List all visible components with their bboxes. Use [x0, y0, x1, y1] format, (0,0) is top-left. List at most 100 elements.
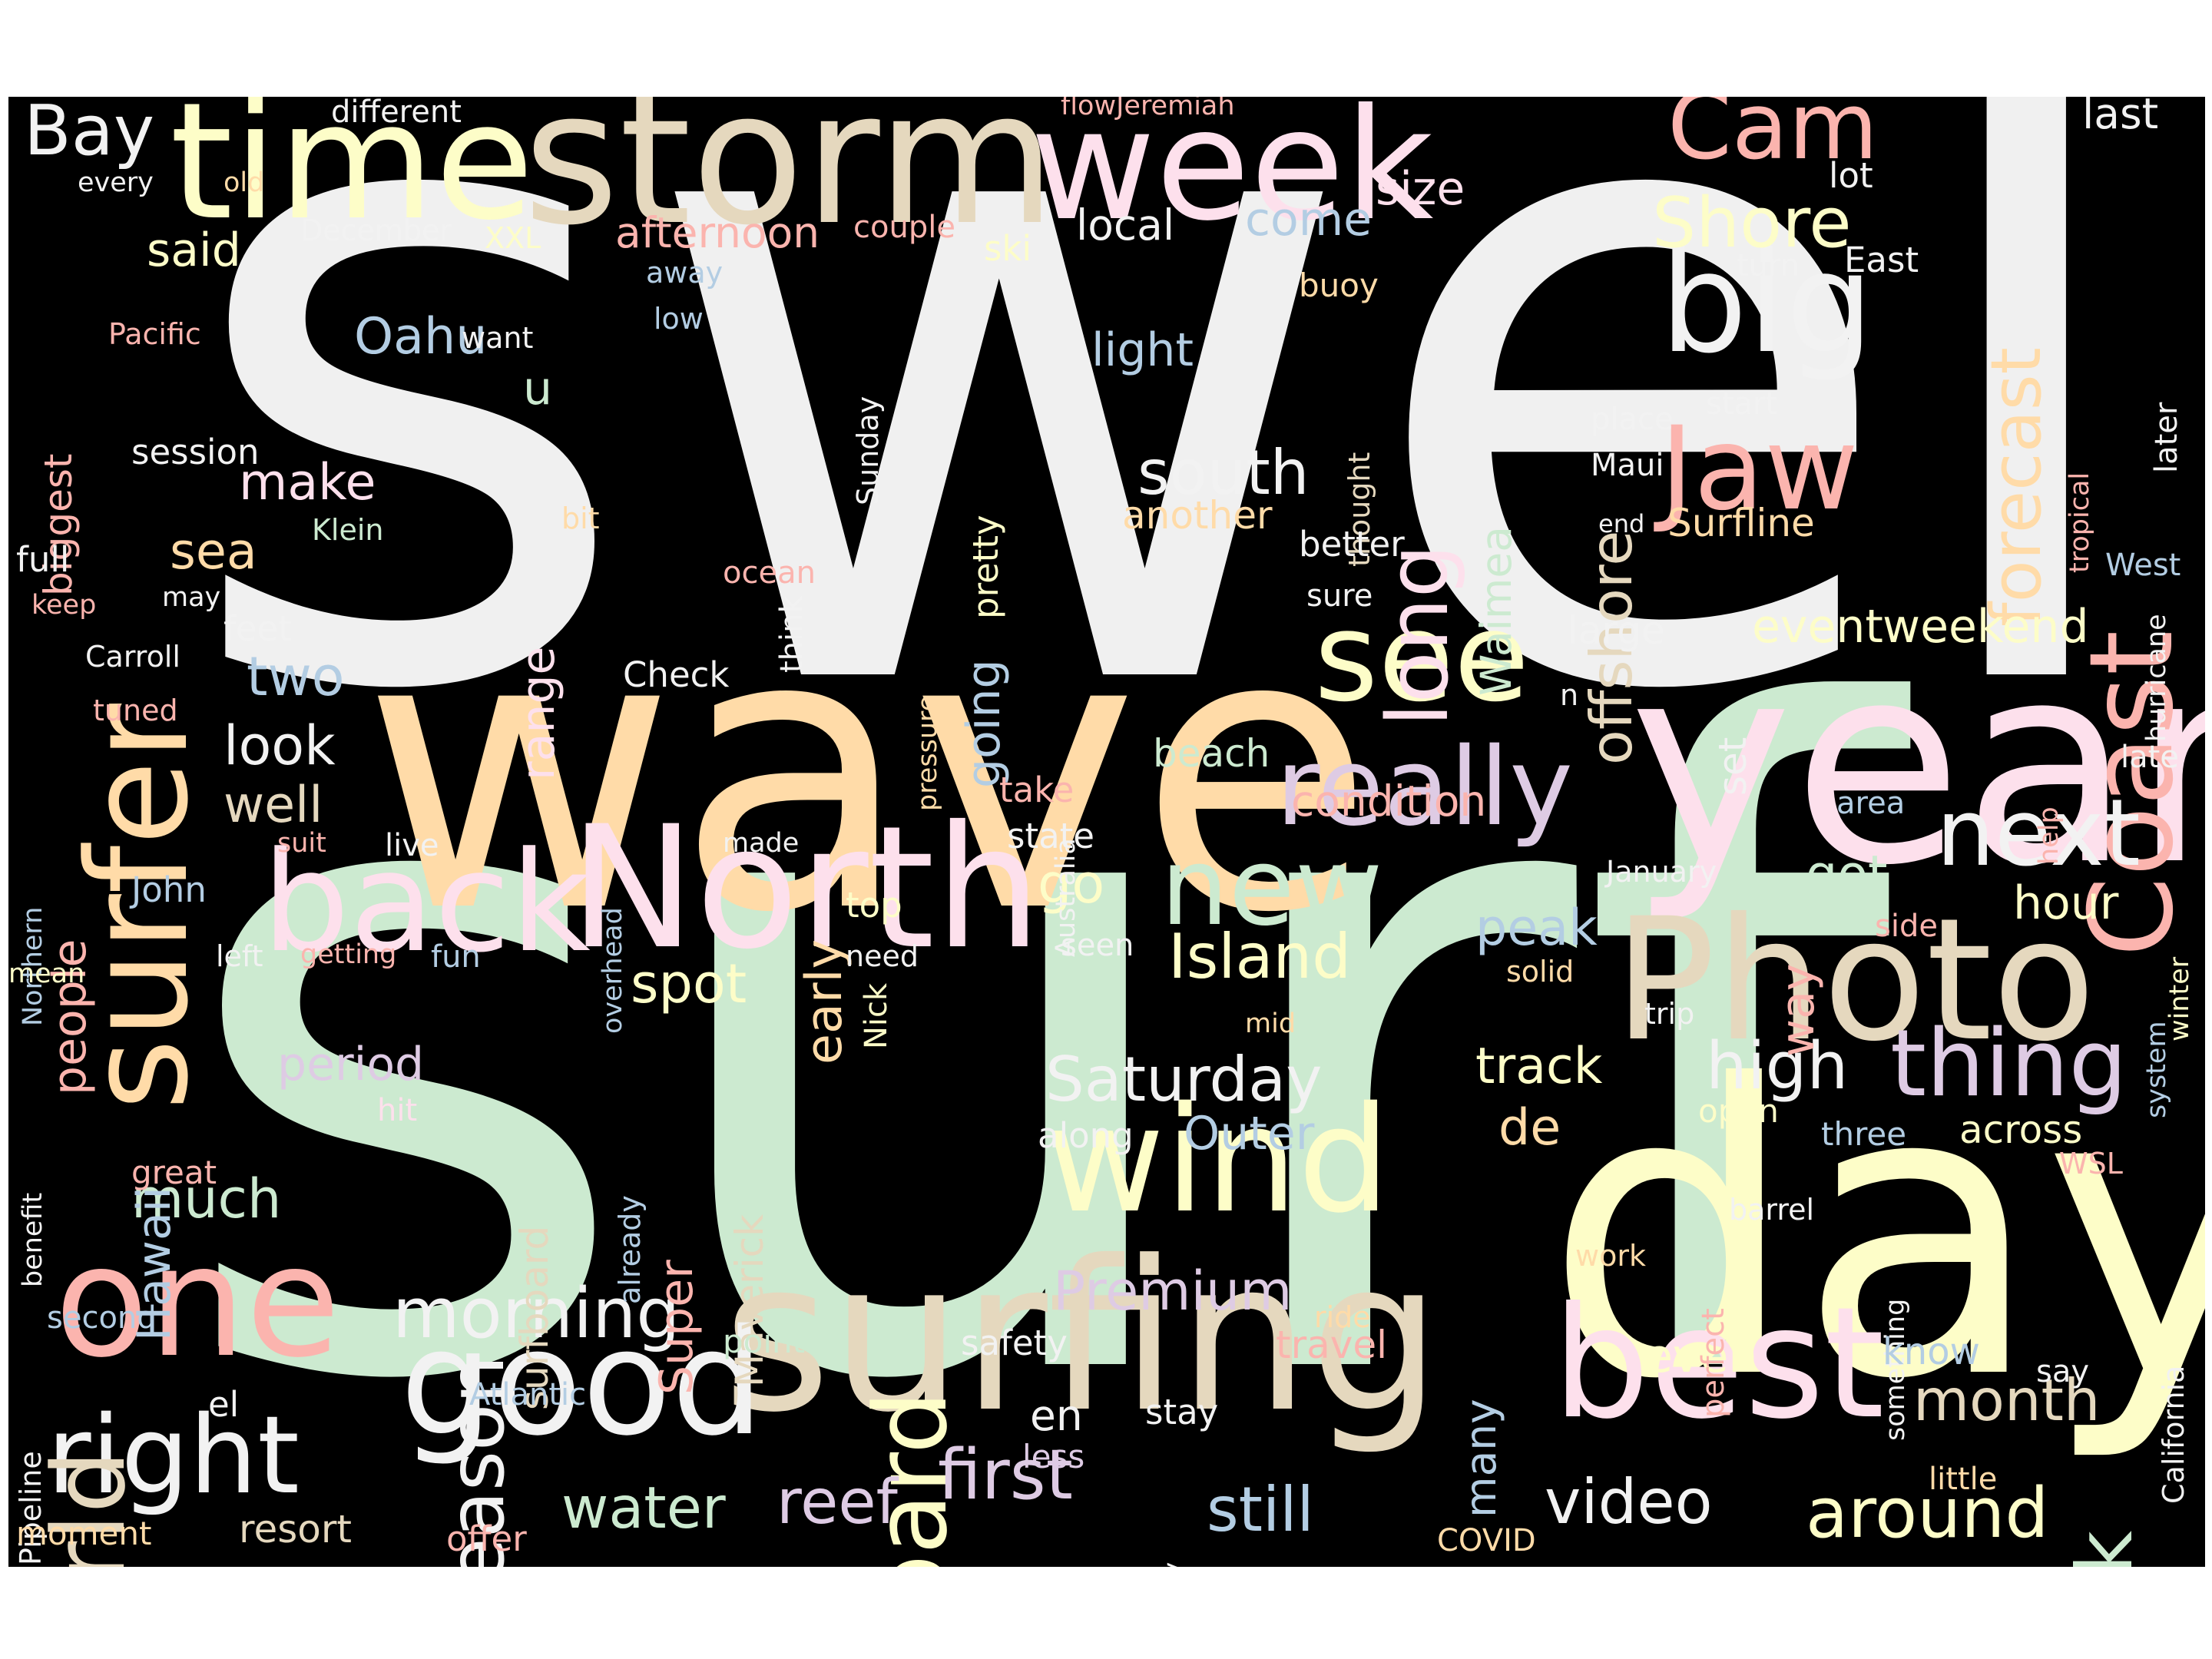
cloud-word-range: range [512, 646, 565, 780]
cloud-word-surf: surf [170, 530, 1894, 1567]
cloud-word-well: well [224, 777, 323, 834]
cloud-word-think: think [774, 595, 810, 673]
cloud-word-de: de [1498, 1099, 1561, 1157]
cloud-word-size: size [1376, 162, 1465, 216]
cloud-word-wsl: WSL [2059, 1147, 2123, 1181]
cloud-word-turn: turn [1737, 248, 1800, 283]
cloud-word-spot: spot [631, 952, 747, 1015]
cloud-word-mean: mean [8, 959, 85, 989]
cloud-word-weekend: weekend [1883, 600, 2089, 654]
cloud-word-bit: bit [561, 502, 600, 535]
cloud-word-storm: storm [523, 97, 1057, 266]
cloud-word-place: place [1591, 402, 1674, 437]
cloud-word-maverick: Maverick [727, 1214, 772, 1387]
cloud-word-state: state [1007, 816, 1094, 856]
cloud-word-mid: mid [1245, 1008, 1296, 1039]
cloud-word-ocean: ocean [723, 555, 816, 591]
cloud-word-hurricane: hurricane [2141, 614, 2172, 742]
cloud-word-stay: stay [1145, 1392, 1219, 1432]
cloud-word-west: West [2105, 548, 2181, 583]
cloud-word-work: work [1575, 1239, 1646, 1273]
cloud-word-across: across [1959, 1108, 2083, 1152]
cloud-word-break: break [2060, 1531, 2150, 1567]
cloud-word-forecast: forecast [1976, 347, 2057, 627]
cloud-word-help: help [2034, 806, 2065, 865]
cloud-word-back: back [262, 823, 591, 983]
cloud-word-buoy: buoy [1299, 267, 1379, 304]
cloud-word-hit: hit [377, 1093, 418, 1128]
cloud-word-really: really [1276, 725, 1574, 850]
cloud-word-going: going [957, 659, 1011, 788]
cloud-word-little: little [1929, 1462, 1998, 1497]
cloud-word-wind: wind [1045, 1075, 1391, 1245]
cloud-word-u: u [523, 362, 553, 416]
cloud-word-afternoon: afternoon [615, 208, 820, 257]
cloud-word-xxl: XXL [485, 221, 541, 255]
cloud-word-tuned: tuned [93, 694, 178, 727]
cloud-word-set: set [1710, 737, 1755, 796]
cloud-word-new: new [1161, 825, 1383, 950]
cloud-word-way: way [1771, 963, 1825, 1057]
word-cloud-canvas: swell surf wave year day surfing storm time week… [8, 97, 2205, 1567]
cloud-word-left: left [216, 939, 263, 973]
cloud-word-made: made [723, 828, 800, 859]
cloud-word-pacific: Pacific [108, 317, 201, 351]
cloud-word-second: second [47, 1300, 157, 1336]
cloud-word-barrel: barrel [1729, 1193, 1815, 1227]
cloud-word-sunday: Sunday [851, 396, 885, 505]
cloud-word-atlantic: Atlantic [469, 1377, 587, 1412]
cloud-word-suit: suit [277, 828, 326, 859]
cloud-word-best: best [1552, 1274, 1885, 1453]
cloud-word-open: open [1698, 1092, 1779, 1130]
cloud-word-right: right [47, 1393, 300, 1518]
cloud-word-sure: sure [1306, 578, 1373, 614]
cloud-word-said: said [147, 224, 241, 277]
cloud-word-make: make [239, 454, 376, 512]
cloud-word-away: away [646, 256, 724, 290]
cloud-word-start: start [1706, 386, 1778, 422]
cloud-word-premium: Premium [1053, 1260, 1293, 1323]
cloud-word-late: late [2121, 740, 2179, 775]
cloud-word-safety: safety [961, 1323, 1068, 1363]
cloud-word-another: another [1122, 493, 1273, 538]
cloud-word-session: session [131, 432, 260, 472]
cloud-word-still: still [1207, 1474, 1314, 1545]
cloud-word-california: California [2157, 1365, 2190, 1504]
cloud-word-local: local [1076, 200, 1175, 250]
cloud-word-large: large [1568, 608, 1665, 653]
cloud-word-top: top [846, 885, 902, 926]
cloud-word-trip: trip [1644, 997, 1695, 1031]
cloud-word-long: long [1369, 544, 1467, 727]
cloud-word-jaw: Jaw [1660, 402, 1859, 536]
cloud-word-old: old [224, 167, 265, 198]
cloud-word-photo: Photo [1614, 882, 2096, 1078]
cloud-word-say: say [2036, 1354, 2090, 1389]
cloud-word-hour: hour [2013, 876, 2119, 930]
cloud-word-three: three [1821, 1115, 1907, 1153]
cloud-word-waimea: Waimea [1472, 526, 1521, 696]
cloud-word-two: two [247, 645, 345, 708]
cloud-word-year: year [1629, 604, 2205, 926]
cloud-word-reef: reef [777, 1466, 898, 1538]
cloud-word-december: December [300, 214, 452, 247]
cloud-word-early: early [796, 939, 853, 1065]
cloud-word-maui: Maui [1591, 448, 1664, 483]
cloud-word-perfect: perfect [1696, 1308, 1731, 1418]
cloud-word-first: first [938, 1435, 1073, 1515]
cloud-word-already: already [613, 1195, 647, 1304]
cloud-word-surfline: Surfline [1667, 501, 1815, 545]
cloud-word-even: even [1644, 1330, 1758, 1383]
cloud-word-video: video [1545, 1466, 1713, 1538]
cloud-word-travel: travel [1276, 1323, 1388, 1367]
cloud-word-check: Check [623, 654, 730, 695]
cloud-word-know: know [1883, 1330, 1980, 1373]
cloud-word-one: one [55, 1213, 341, 1392]
cloud-word-saturday: Saturday [1045, 1044, 1323, 1115]
cloud-word-area: area [1836, 786, 1906, 821]
cloud-word-oahu: Oahu [354, 308, 488, 366]
cloud-word-last: last [2082, 97, 2159, 138]
cloud-word-couple: couple [853, 210, 955, 245]
cloud-word-week: week [1030, 97, 1434, 255]
cloud-word-carroll: Carroll [85, 640, 180, 674]
cloud-word-surfing: surfing [723, 1216, 1442, 1458]
